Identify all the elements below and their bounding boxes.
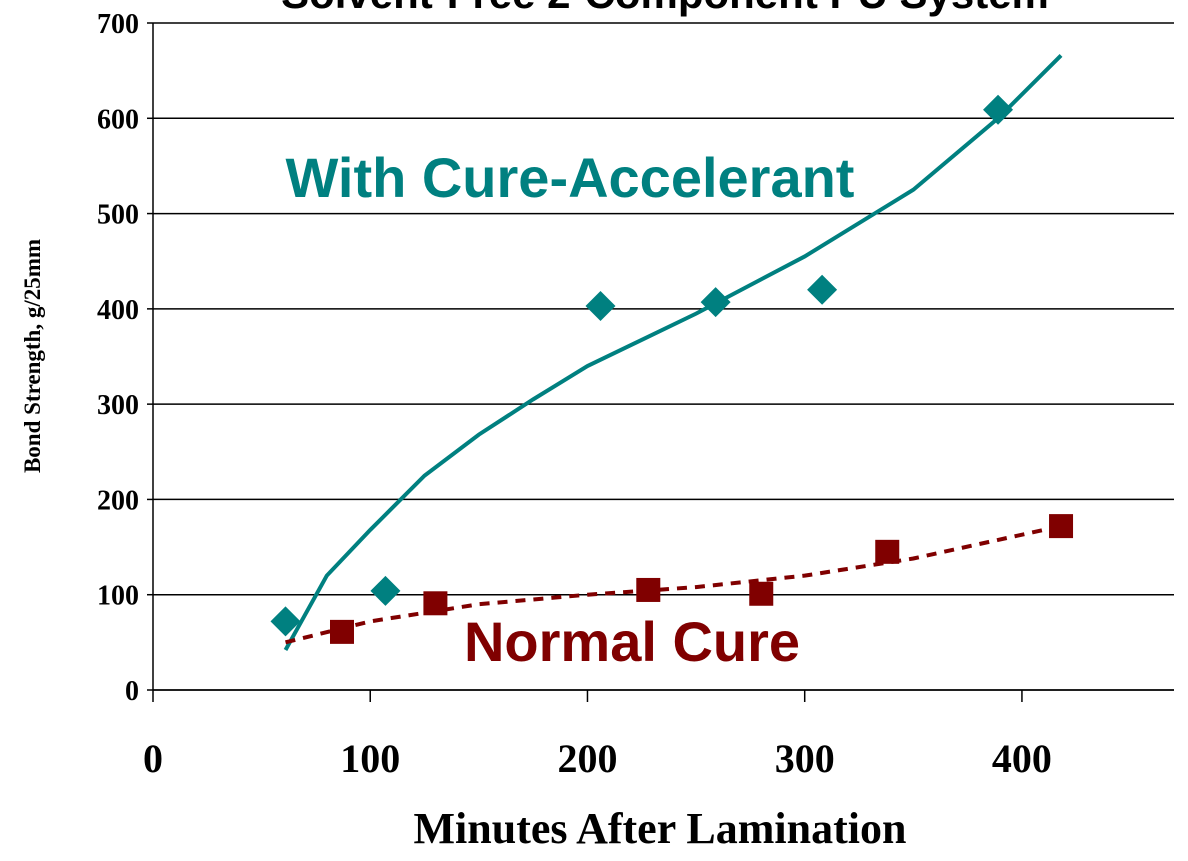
y-tick-label: 100 (97, 581, 139, 612)
y-axis-label: Bond Strength, g/25mm (20, 239, 45, 473)
chart-title: Solvent-Free 2-Component PU System (281, 0, 1049, 17)
series-annotation: With Cure-Accelerant (286, 146, 855, 209)
data-point (423, 591, 448, 616)
data-point (700, 287, 731, 318)
x-tick-label: 400 (992, 736, 1052, 781)
y-tick-label: 400 (97, 295, 139, 326)
data-point (329, 619, 354, 644)
y-tick-label: 500 (97, 200, 139, 231)
data-point (875, 539, 900, 564)
data-point (585, 290, 616, 321)
y-tick-label: 600 (97, 104, 139, 135)
data-point (1049, 514, 1074, 539)
x-tick-label: 100 (340, 736, 400, 781)
data-point (749, 581, 774, 606)
trend-line (283, 53, 1063, 651)
data-point (807, 274, 838, 305)
data-point (636, 577, 661, 602)
y-tick-label: 300 (97, 390, 139, 421)
x-axis-label: Minutes After Lamination (414, 804, 907, 853)
x-tick-label: 0 (143, 736, 163, 781)
x-tick-label: 300 (775, 736, 835, 781)
series-annotation: Normal Cure (464, 610, 800, 673)
data-point (370, 575, 401, 606)
data-point (983, 94, 1014, 125)
y-tick-label: 200 (97, 485, 139, 516)
data-point (270, 606, 301, 637)
y-tick-label: 700 (97, 9, 139, 40)
y-tick-label: 0 (125, 676, 139, 707)
x-tick-label: 200 (557, 736, 617, 781)
